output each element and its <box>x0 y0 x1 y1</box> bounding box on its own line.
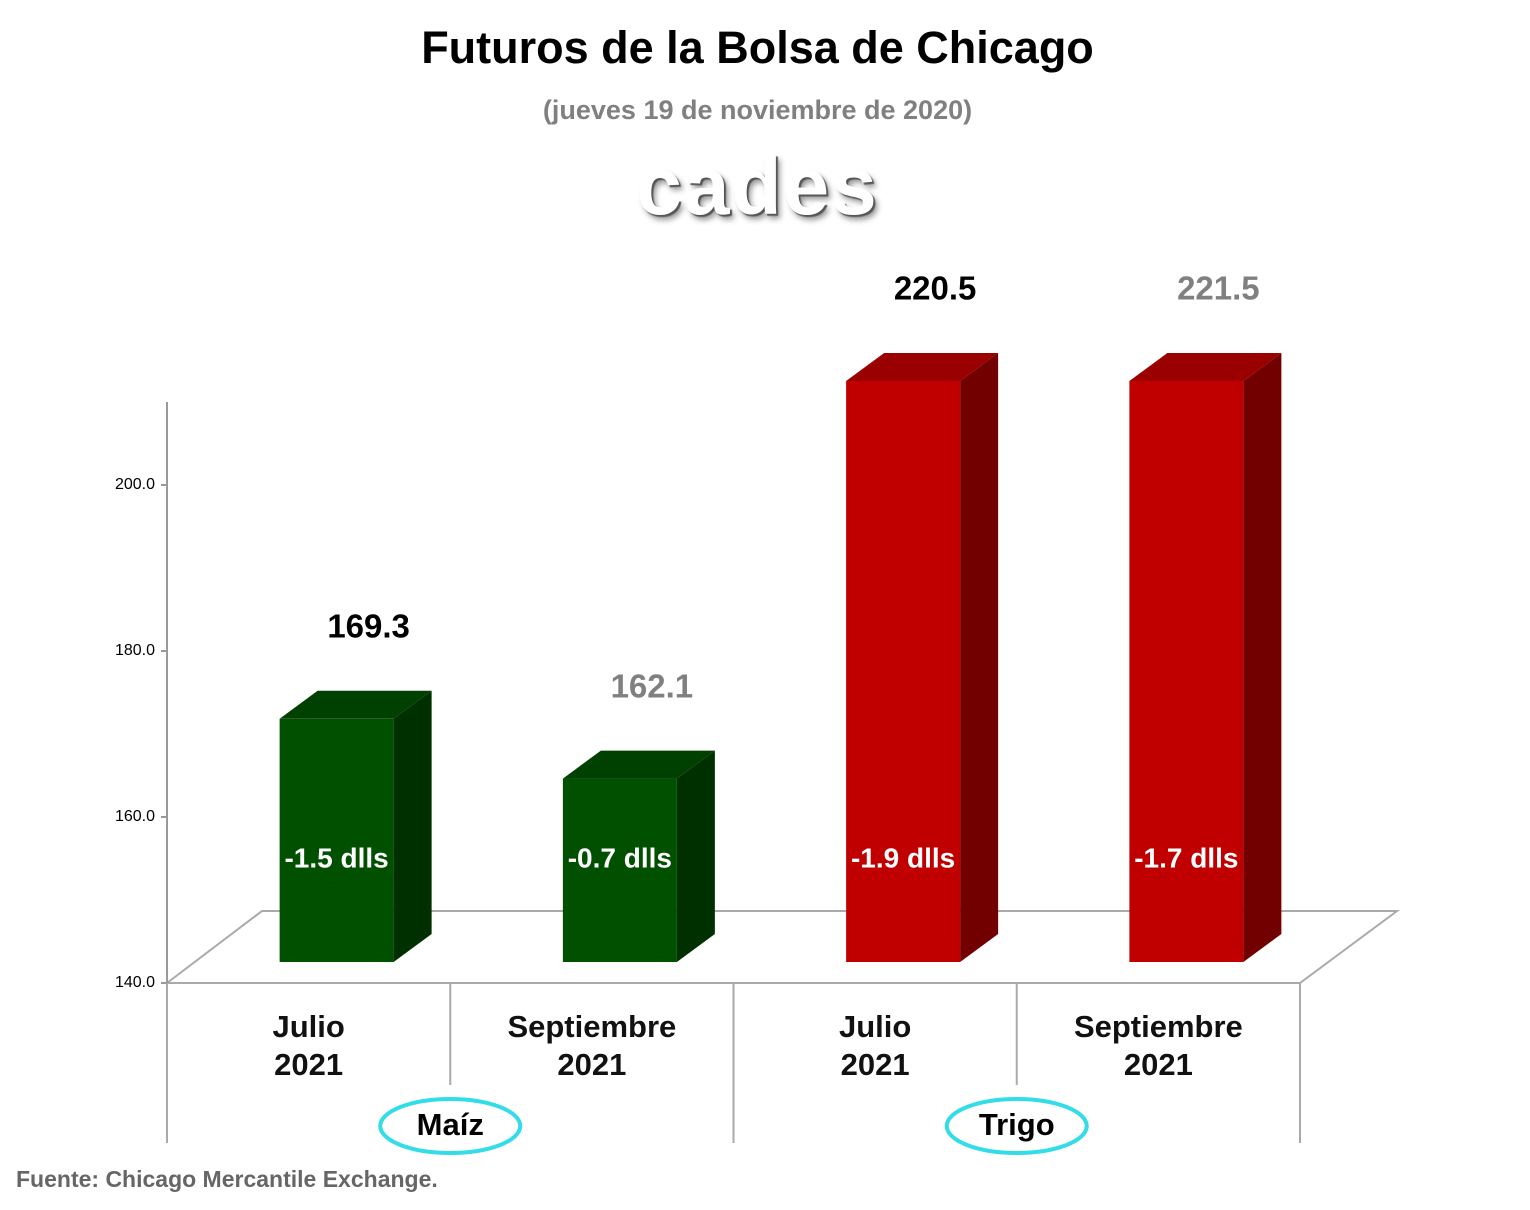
y-tick-label: 180.0 <box>115 642 155 659</box>
floor <box>164 910 1401 984</box>
logo: cades <box>636 141 879 232</box>
bar-front <box>846 381 961 962</box>
bar-side <box>1243 353 1282 962</box>
value-label: 169.3 <box>327 608 410 645</box>
group-ellipse <box>378 1097 523 1155</box>
bar-top <box>1129 353 1282 381</box>
change-label: -1.9 dlls <box>851 842 955 873</box>
y-tick-label: 160.0 <box>115 808 155 825</box>
bar-side <box>393 690 432 962</box>
x-tick-label: Julio 2021 <box>838 1009 912 1082</box>
bar-front <box>562 778 677 962</box>
bar-front <box>279 718 394 962</box>
change-label: -1.5 dlls <box>284 842 388 873</box>
chart-title: Futuros de la Bolsa de Chicago <box>421 22 1094 73</box>
group-ellipse <box>944 1097 1089 1155</box>
bar-top <box>562 750 715 779</box>
x-tick-label: Julio 2021 <box>272 1009 345 1082</box>
value-label: 220.5 <box>894 270 977 307</box>
bar-top <box>279 690 432 719</box>
change-label: -1.7 dlls <box>1134 842 1238 873</box>
bar-side <box>676 750 715 962</box>
chart-subtitle: (jueves 19 de noviembre de 2020) <box>542 95 973 125</box>
bar-front <box>1129 381 1244 962</box>
value-label: 221.5 <box>1177 270 1260 307</box>
x-tick-label: Septiembre 2021 <box>507 1009 677 1082</box>
x-tick-label: Septiembre 2021 <box>1073 1009 1243 1082</box>
bar-side <box>960 353 999 962</box>
y-tick-label: 200.0 <box>115 476 155 493</box>
group-label: Maíz <box>417 1107 484 1142</box>
source-note: Fuente: Chicago Mercantile Exchange. <box>16 1166 438 1192</box>
value-label: 162.1 <box>611 667 694 704</box>
bar-top <box>846 353 999 381</box>
change-label: -0.7 dlls <box>568 842 672 873</box>
y-tick-label: 140.0 <box>115 974 155 991</box>
group-label: Trigo <box>979 1107 1055 1142</box>
